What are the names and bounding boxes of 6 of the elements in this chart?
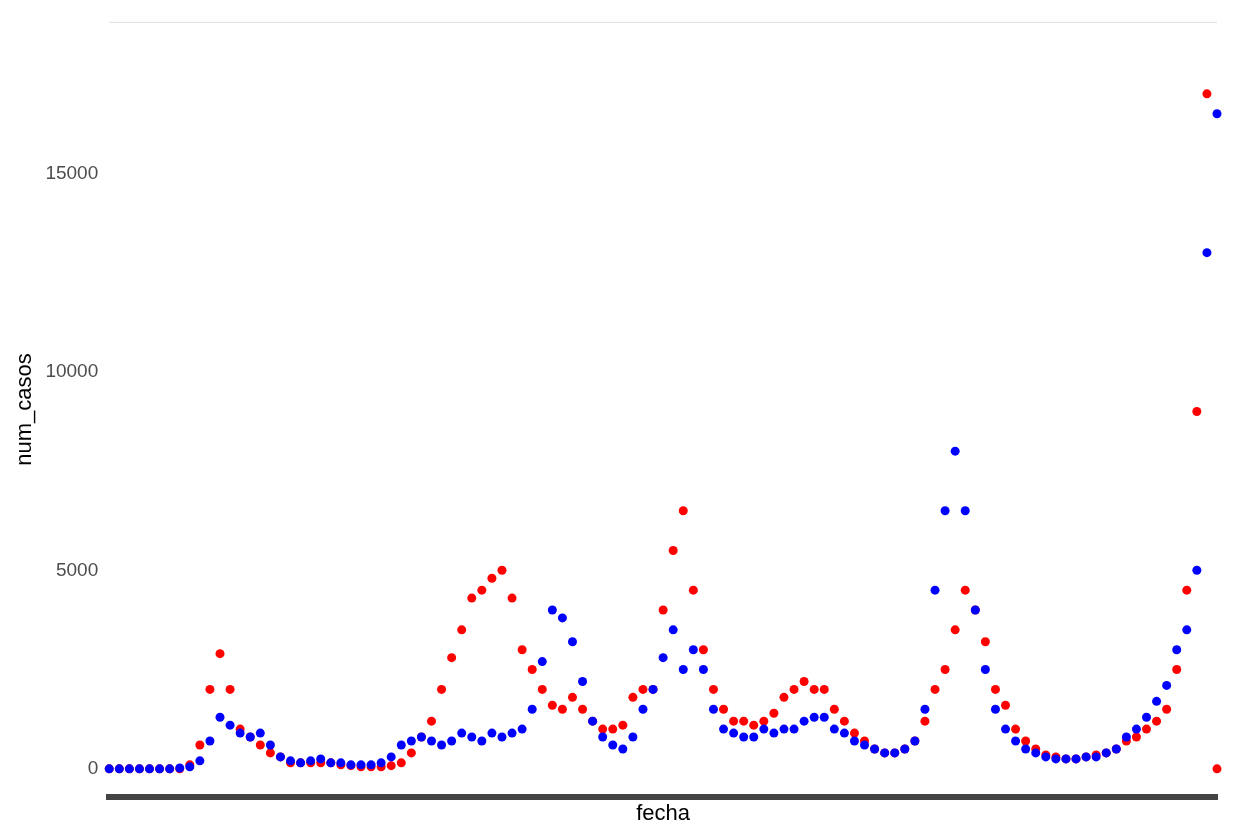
y-axis-title: num_casos bbox=[11, 353, 37, 466]
y-tick-label: 15000 bbox=[45, 161, 99, 183]
y-tick-label: 10000 bbox=[45, 360, 99, 382]
y-tick-label: 0 bbox=[87, 757, 99, 779]
x-axis-title: fecha bbox=[636, 799, 691, 825]
y-tick-label: 5000 bbox=[55, 558, 99, 580]
